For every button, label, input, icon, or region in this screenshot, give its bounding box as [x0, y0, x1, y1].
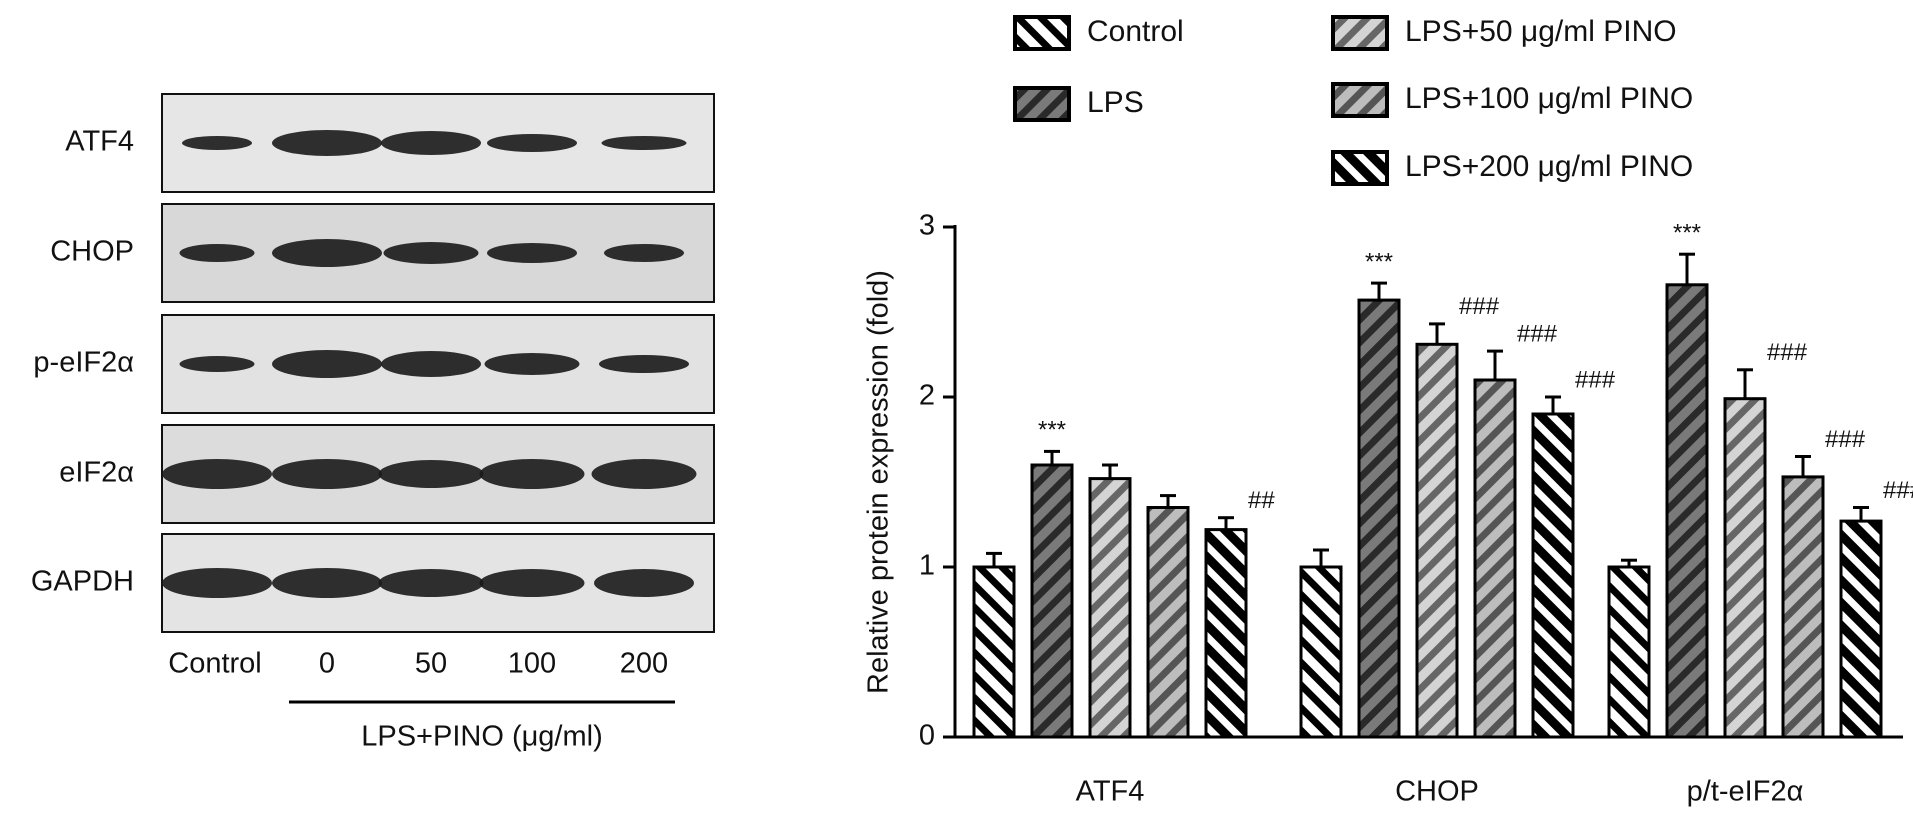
- western-blot: LPS+PINO (μg/ml) ATF4 CHOP p-eIF2α eIF2α GAP…: [31, 93, 715, 753]
- bar: [1146, 506, 1190, 739]
- y-tick-label: 3: [919, 210, 935, 242]
- legend-swatch: [1331, 150, 1389, 186]
- blot-band: [162, 459, 272, 489]
- blot-band: [378, 569, 484, 597]
- blot-band: [378, 460, 484, 488]
- blot-band: [381, 131, 481, 155]
- blot-row-label: p-eIF2α: [33, 347, 134, 379]
- x-tick-label: p/t-eIF2α: [1687, 776, 1804, 808]
- blot-band: [601, 136, 687, 150]
- blot-band: [272, 239, 382, 267]
- blot-band: [381, 351, 481, 377]
- blot-band: [179, 356, 255, 372]
- blot-band: [479, 459, 585, 489]
- blot-band: [594, 569, 694, 597]
- significance-label: ##: [1248, 487, 1275, 514]
- bar: [1204, 528, 1248, 739]
- significance-label: ###: [1767, 339, 1808, 366]
- bar: [1839, 519, 1883, 739]
- blot-band: [162, 568, 272, 598]
- bar: [1531, 412, 1575, 739]
- blot-lane-label: 100: [508, 648, 556, 680]
- significance-label: ***: [1038, 417, 1066, 444]
- legend-swatch: [1013, 86, 1071, 122]
- blot-axis-label: LPS+PINO (μg/ml): [361, 721, 603, 753]
- bar: [1299, 565, 1343, 739]
- blot-band: [272, 568, 382, 598]
- x-tick-label: CHOP: [1395, 776, 1479, 808]
- blot-row-label: eIF2α: [59, 457, 134, 489]
- significance-label: ###: [1883, 477, 1913, 504]
- bar: [1723, 397, 1767, 739]
- legend-swatch: [1013, 15, 1071, 51]
- blot-row-label: GAPDH: [31, 566, 134, 598]
- blot-band: [272, 130, 382, 156]
- blot-lane-label: 0: [319, 648, 335, 680]
- bar: [1357, 298, 1401, 739]
- blot-band: [182, 136, 252, 150]
- significance-label: ***: [1365, 248, 1393, 275]
- significance-label: ###: [1575, 366, 1616, 393]
- significance-label: ###: [1459, 293, 1500, 320]
- legend-label: LPS+100 μg/ml PINO: [1405, 82, 1693, 115]
- significance-label: ###: [1517, 320, 1558, 347]
- bar: [972, 565, 1016, 739]
- bar: [1781, 475, 1825, 739]
- bar: [1030, 463, 1074, 739]
- y-tick-label: 1: [919, 550, 935, 582]
- y-tick-label: 0: [919, 720, 935, 752]
- blot-lane-label: Control: [168, 648, 262, 680]
- significance-label: ***: [1673, 220, 1701, 247]
- y-axis-title: Relative protein expression (fold): [863, 270, 895, 694]
- significance-label: ###: [1825, 426, 1866, 453]
- blot-band: [484, 353, 580, 375]
- bar: [1665, 283, 1709, 739]
- blot-lane-label: 50: [415, 648, 447, 680]
- blot-band: [179, 244, 255, 262]
- legend-label: LPS+200 μg/ml PINO: [1405, 150, 1693, 183]
- blot-band: [487, 134, 577, 152]
- legend-label: LPS+50 μg/ml PINO: [1405, 15, 1677, 48]
- bar: [1088, 477, 1132, 739]
- blot-band: [383, 242, 479, 264]
- blot-band: [599, 355, 689, 373]
- blot-band: [272, 350, 382, 378]
- blot-row-label: ATF4: [65, 126, 134, 158]
- blot-lane-label: 200: [620, 648, 668, 680]
- legend-label: LPS: [1087, 86, 1144, 119]
- legend-swatch: [1331, 82, 1389, 118]
- legend-swatch: [1331, 15, 1389, 51]
- bar: [1415, 342, 1459, 739]
- blot-band: [479, 569, 585, 597]
- blot-band: [487, 243, 577, 263]
- x-tick-label: ATF4: [1076, 776, 1145, 808]
- blot-band: [272, 459, 382, 489]
- bar: [1473, 378, 1517, 739]
- y-tick-label: 2: [919, 380, 935, 412]
- bar: [1607, 565, 1651, 739]
- legend-label: Control: [1087, 15, 1184, 48]
- blot-band: [591, 459, 697, 489]
- blot-row-label: CHOP: [50, 236, 134, 268]
- blot-band: [604, 244, 684, 262]
